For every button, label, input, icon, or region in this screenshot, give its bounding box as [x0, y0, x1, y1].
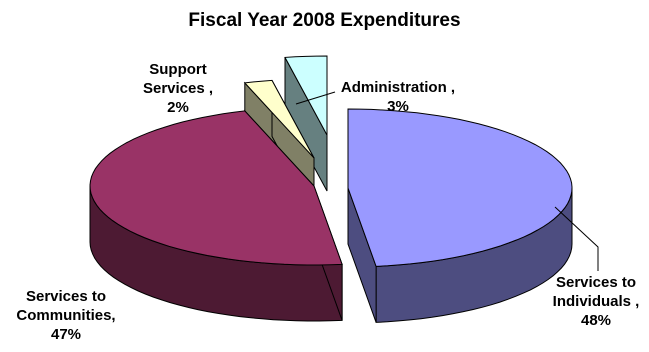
leader-line-individuals: [554, 206, 599, 271]
data-label-services-to-individuals: Services to Individuals , 48%: [552, 274, 640, 329]
pie-slice-individuals: [347, 108, 573, 323]
chart-title: Fiscal Year 2008 Expenditures: [188, 10, 461, 31]
data-label-services-to-communities: Services to Communities, 47%: [16, 288, 116, 343]
pie-slice-support-top: [243, 79, 315, 159]
pie-slice-communities: [89, 109, 343, 322]
leader-line-administration: [295, 91, 336, 105]
pie-slice-individuals-top: [347, 108, 573, 267]
data-label-administration: Administration , 3%: [340, 79, 456, 115]
pie-slice-administration-top: [284, 55, 328, 136]
data-label-support-services: Support Services , 2%: [142, 61, 214, 116]
pie-slice-communities-top: [89, 110, 343, 266]
